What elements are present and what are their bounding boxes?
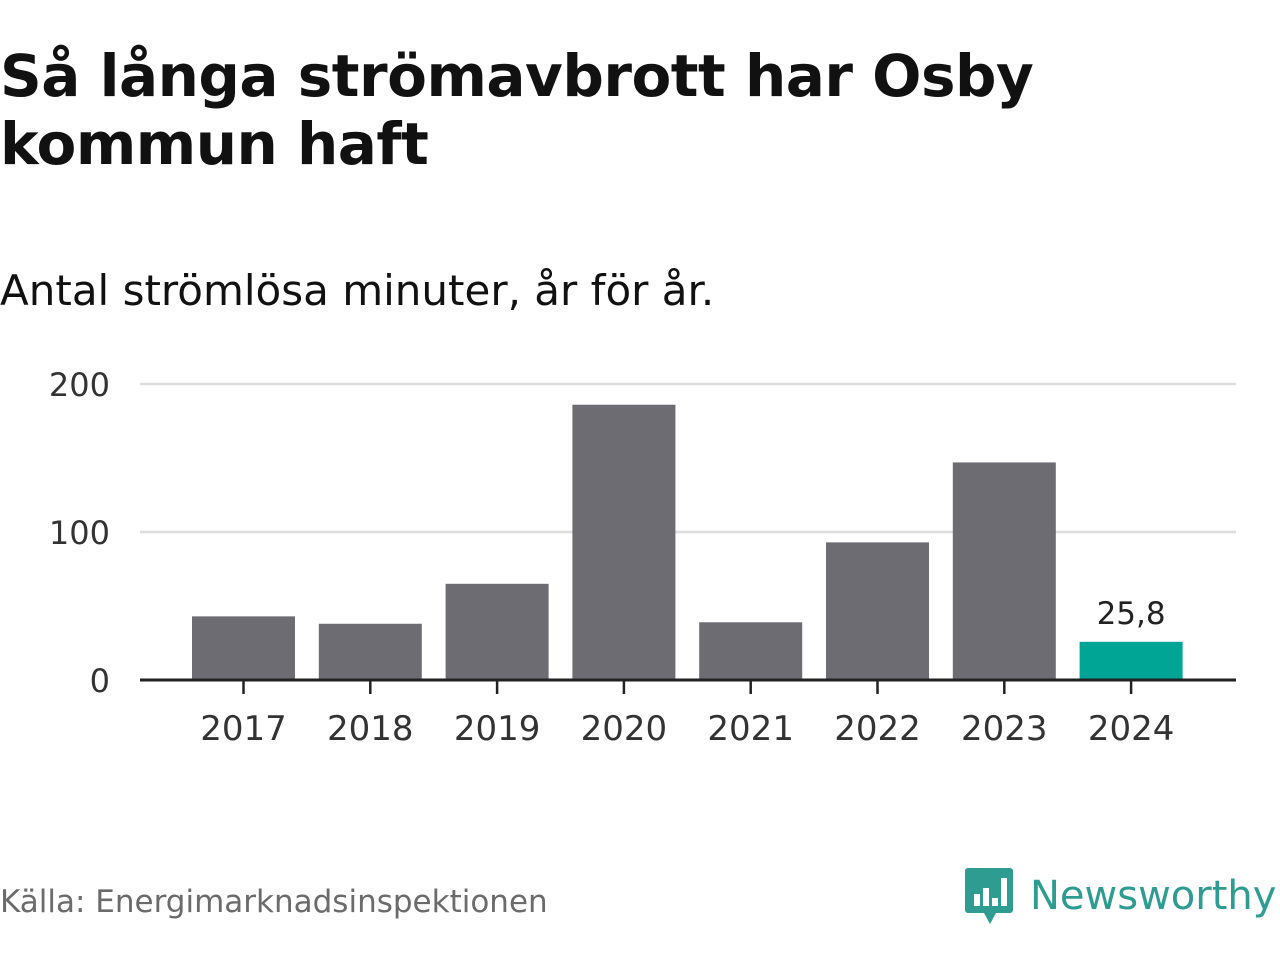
- data-labels: 25,8: [1097, 596, 1166, 632]
- x-tick-label-2019: 2019: [454, 709, 541, 749]
- x-tick-label-2023: 2023: [961, 709, 1048, 749]
- x-tick-label-2022: 2022: [834, 709, 921, 749]
- bar-2023: [952, 462, 1056, 680]
- x-tick-label-2021: 2021: [707, 709, 794, 749]
- y-tick-label-0: 0: [90, 662, 110, 700]
- chart-subtitle: Antal strömlösa minuter, år för år.: [0, 266, 715, 315]
- y-tick-label-100: 100: [49, 514, 110, 552]
- bar-2018: [318, 623, 422, 680]
- gridlines: [140, 382, 1236, 534]
- x-tick-label-2017: 2017: [200, 709, 287, 749]
- bar-2017: [192, 616, 295, 680]
- newsworthy-logo-icon: [965, 868, 1013, 924]
- newsworthy-logo: Newsworthy: [964, 864, 1276, 928]
- brand-name: Newsworthy: [1030, 873, 1277, 919]
- source-note: Källa: Energimarknadsinspektionen: [0, 884, 548, 920]
- bar-2022: [826, 542, 929, 680]
- x-tick-label-2024: 2024: [1088, 709, 1175, 749]
- x-axis: 2017 2018 2019 2020 2021 2022 2023 2024: [140, 678, 1236, 749]
- x-tick-label-2020: 2020: [581, 709, 668, 749]
- x-tick-label-2018: 2018: [327, 709, 414, 749]
- bar-2021: [699, 622, 803, 680]
- y-axis-ticks: 0 100 200: [49, 366, 110, 700]
- data-label-2024: 25,8: [1097, 596, 1166, 632]
- bar-2020: [572, 404, 676, 680]
- bars: [192, 404, 1183, 680]
- bar-2019: [445, 583, 549, 680]
- bar-2024: [1079, 641, 1183, 680]
- chart-title: Så långa strömavbrott har Osby kommun ha…: [0, 42, 1034, 178]
- bar-chart: 0 100 200 2017 2018 2019 2020 2021 2022 2023 2024…: [49, 366, 1236, 749]
- y-tick-label-200: 200: [49, 366, 110, 404]
